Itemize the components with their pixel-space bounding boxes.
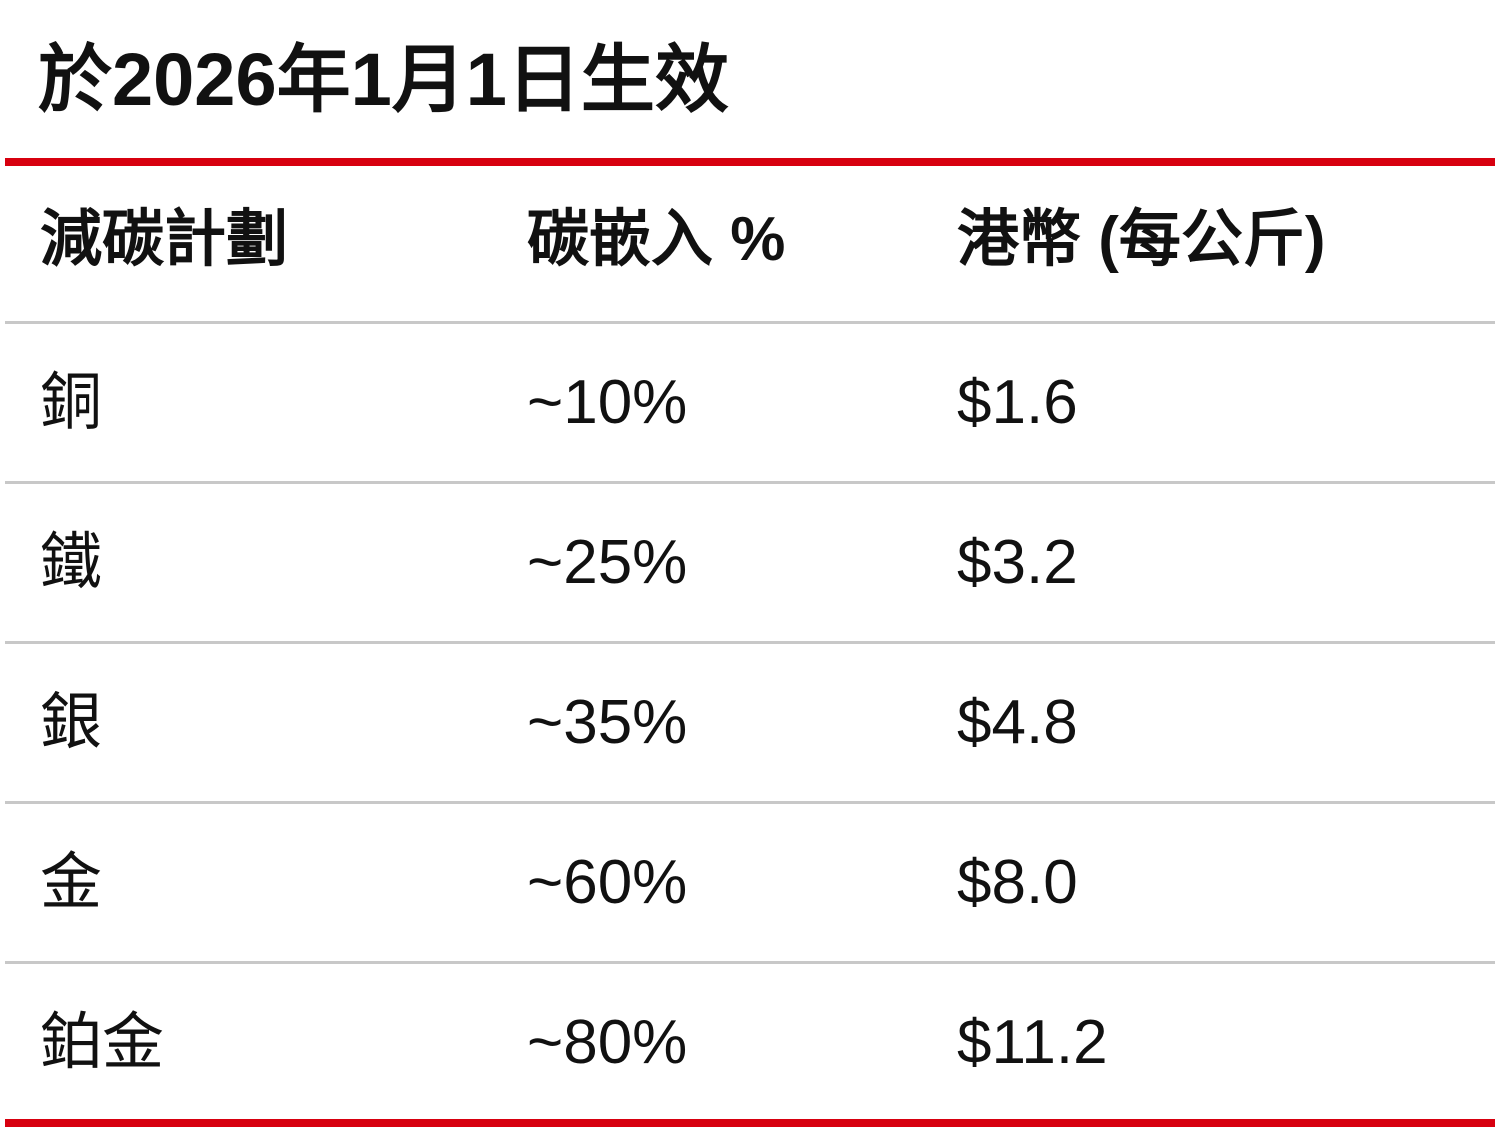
row-rule [5, 321, 1495, 324]
table-cell: 金 [40, 848, 103, 917]
table-cell: 鉑金 [40, 1008, 165, 1077]
row-rule [5, 961, 1495, 964]
table-cell: 銀 [40, 688, 103, 757]
table-cell: ~10% [527, 368, 688, 437]
header-cell: 碳嵌入 % [527, 205, 786, 274]
row-rule [5, 481, 1495, 484]
table-cell: $11.2 [957, 1008, 1108, 1077]
row-rule [5, 641, 1495, 644]
table-cell: $1.6 [957, 368, 1078, 437]
header-cell: 港幣 (每公斤) [957, 205, 1326, 274]
row-rule [5, 801, 1495, 804]
bottom-rule [5, 1119, 1495, 1127]
table-cell: $4.8 [957, 688, 1078, 757]
header-cell: 減碳計劃 [40, 205, 289, 274]
table-cell: $3.2 [957, 528, 1078, 597]
title: 於2026年1月1日生效 [38, 38, 729, 121]
table-cell: ~80% [527, 1008, 688, 1077]
top-rule [5, 158, 1495, 166]
table-cell: ~25% [527, 528, 688, 597]
table-cell: ~35% [527, 688, 688, 757]
table-cell: 銅 [40, 368, 103, 437]
table-cell: ~60% [527, 848, 688, 917]
table-cell: $8.0 [957, 848, 1078, 917]
table-cell: 鐵 [40, 528, 103, 597]
